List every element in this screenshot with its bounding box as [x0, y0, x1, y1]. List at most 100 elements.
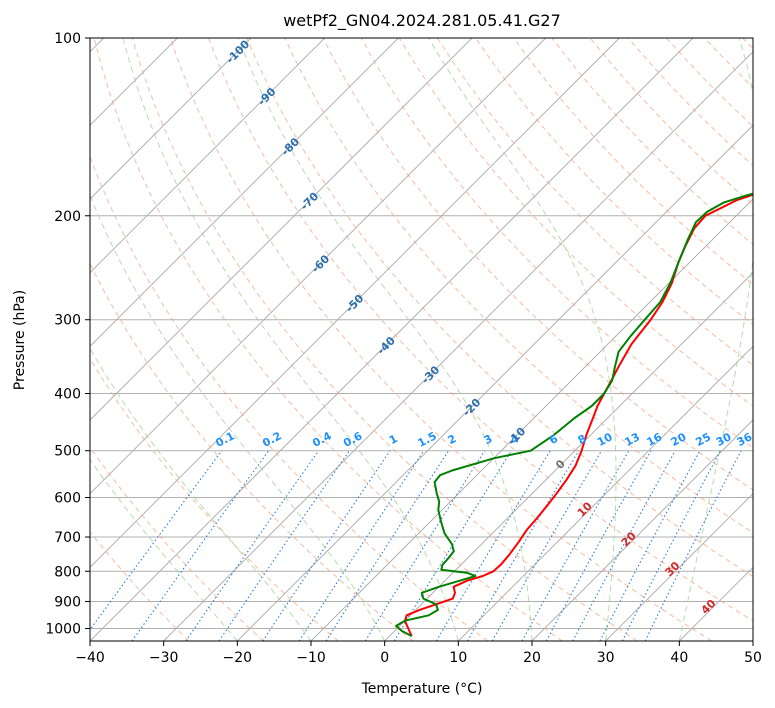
y-tick-label: 100: [54, 31, 81, 47]
dry-adiabat: [704, 38, 753, 89]
isotherm-label: 40: [699, 597, 719, 617]
moist-adiabat: [678, 38, 753, 641]
x-tick-label: −20: [223, 650, 253, 666]
isotherm-gridline: [90, 38, 694, 641]
mixing-ratio-label: 36: [735, 430, 755, 449]
plot-frame: [89, 37, 754, 642]
axis-ticks: −40 −30 −20 −10 0 10 20 30 40 5010020030040050060…: [45, 31, 762, 666]
chart-title: wetPf2_GN04.2024.281.05.41.G27: [283, 11, 561, 31]
x-tick-label: −10: [296, 650, 326, 666]
isotherm-gridline: [531, 419, 753, 641]
dry-adiabat: [93, 38, 563, 641]
y-tick-label: 900: [54, 594, 81, 610]
y-tick-label: 400: [54, 387, 81, 403]
mixing-ratio-label: 0.2: [260, 429, 283, 450]
x-tick-label: 20: [523, 650, 541, 666]
isotherm-label: 10: [575, 499, 595, 519]
isotherm-gridline: [310, 198, 753, 641]
y-tick-label: 700: [54, 530, 81, 546]
mixing-ratio-line: [644, 450, 742, 641]
y-tick-label: 500: [54, 444, 81, 460]
dewpoint-profile-line: [395, 192, 753, 637]
isotherm-label: 20: [619, 529, 639, 549]
mixing-ratio-label: 6: [547, 432, 560, 447]
x-axis-label: Temperature (°C): [361, 681, 483, 697]
mixing-ratio-label: 10: [595, 430, 615, 449]
y-tick-label: 800: [54, 564, 81, 580]
dry-adiabat: [90, 446, 264, 641]
dry-adiabat: [475, 38, 753, 325]
isotherm-gridline: [605, 492, 753, 641]
mixing-ratio-label: 0.1: [213, 429, 236, 450]
mixing-ratio-line: [131, 450, 270, 641]
mixing-ratio-line: [218, 450, 350, 641]
mixing-ratio-line: [545, 450, 652, 641]
isotherm-gridline: [236, 124, 753, 641]
mixing-ratio-label: 16: [645, 430, 665, 449]
x-tick-label: 50: [744, 650, 762, 666]
isotherm-gridline: [90, 38, 547, 495]
x-tick-label: 0: [380, 650, 389, 666]
dry-adiabat: [246, 38, 753, 578]
mixing-ratio-label: 0.4: [310, 429, 334, 450]
dry-adiabat: [90, 357, 339, 641]
grid-layer: [90, 38, 753, 641]
dry-adiabat: [208, 38, 753, 622]
x-tick-label: 40: [670, 650, 688, 666]
isotherm-label: -10: [505, 425, 528, 448]
isotherm-gridline: [457, 345, 753, 641]
dry-adiabat: [513, 38, 753, 285]
isotherm-gridline: [163, 50, 753, 641]
isotherm-label: -80: [279, 135, 302, 158]
isotherm-label: -40: [375, 334, 398, 357]
mixing-ratio-label: 2: [446, 432, 459, 447]
y-tick-label: 1000: [45, 621, 81, 637]
background-lines: [90, 38, 753, 641]
moist-adiabat: [90, 194, 386, 641]
isotherm-label: 30: [663, 559, 683, 579]
dry-adiabat: [90, 262, 414, 641]
mixing-ratio-line: [621, 450, 721, 641]
isotherm-gridline: [752, 640, 753, 641]
x-tick-label: −30: [149, 650, 179, 666]
dry-adiabat: [742, 38, 753, 50]
dry-adiabat: [436, 38, 753, 366]
temperature-profile-line: [404, 193, 753, 637]
mixing-ratio-label: 3: [482, 432, 495, 447]
moist-adiabat: [90, 347, 312, 641]
isotherm-label: -90: [255, 85, 278, 108]
mixing-ratio-label: 30: [714, 430, 734, 449]
isotherm-label: -50: [343, 292, 366, 315]
isotherm-gridline: [90, 38, 399, 348]
isotherm-label: -70: [298, 190, 321, 213]
mixing-ratio-line: [435, 450, 551, 641]
isotherm-gridline: [90, 38, 473, 421]
mixing-ratio-label: 0.6: [341, 429, 365, 450]
mixing-ratio-line: [298, 450, 425, 641]
y-tick-label: 200: [54, 209, 81, 225]
mixing-ratio-line: [185, 450, 320, 641]
x-tick-label: 30: [597, 650, 615, 666]
isotherm-gridline: [90, 38, 326, 274]
series-layer: [395, 192, 753, 637]
x-tick-label: 10: [449, 650, 467, 666]
mixing-ratio-line: [599, 450, 701, 641]
dry-adiabat: [131, 38, 638, 641]
y-axis-label: Pressure (hPa): [12, 290, 28, 390]
y-tick-label: 300: [54, 313, 81, 329]
mixing-ratio-line: [364, 450, 486, 641]
dry-adiabat: [551, 38, 753, 245]
moist-adiabat: [90, 458, 238, 641]
dry-adiabat: [589, 38, 753, 206]
moist-adiabat: [122, 38, 459, 641]
mixing-ratio-line: [393, 450, 512, 641]
mixing-ratio-line: [262, 450, 391, 641]
isotherm-gridline: [90, 38, 252, 200]
moist-adiabat: [428, 38, 617, 641]
isotherm-gridline: [384, 271, 753, 641]
y-tick-label: 600: [54, 490, 81, 506]
dry-adiabat: [169, 38, 712, 641]
mixing-ratio-label: 13: [622, 430, 642, 449]
